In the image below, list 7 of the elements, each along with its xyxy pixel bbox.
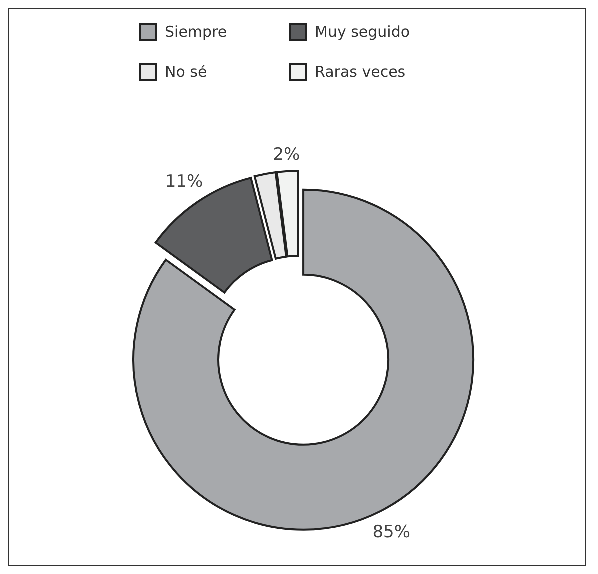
legend-label: Siempre — [165, 23, 228, 41]
data-label: 11% — [165, 172, 204, 192]
legend-label: No sé — [165, 63, 208, 81]
legend-label: Raras veces — [315, 63, 406, 81]
data-label: 85% — [372, 522, 411, 542]
legend-label: Muy seguido — [315, 23, 410, 41]
data-label: 2% — [273, 145, 300, 166]
